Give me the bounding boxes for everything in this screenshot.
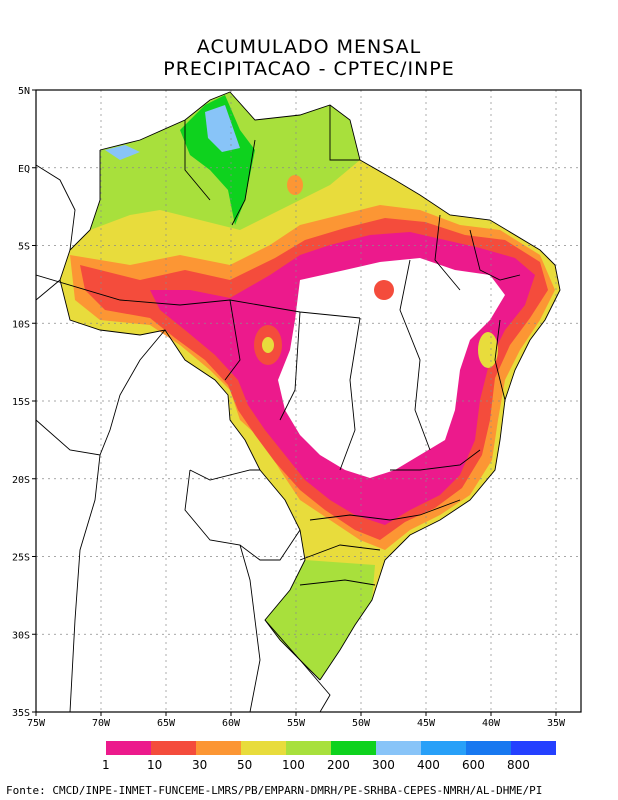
legend-label: 200 xyxy=(327,758,350,772)
precip-cell-hotspot-4 xyxy=(374,280,394,300)
lat-tick-label: 30S xyxy=(12,630,30,641)
lon-tick-label: 35W xyxy=(547,718,566,729)
legend-swatch xyxy=(286,741,331,755)
lon-tick-label: 50W xyxy=(352,718,371,729)
latitude-ticks: 5N EQ 5S 10S 15S 20S 25S 30S 35S xyxy=(12,86,36,719)
legend-label: 100 xyxy=(282,758,305,772)
map-title-line1: ACUMULADO MENSAL xyxy=(196,36,422,58)
legend-swatch xyxy=(151,741,196,755)
lat-tick-label: 25S xyxy=(12,553,30,564)
dry-area xyxy=(278,258,505,478)
legend-swatch xyxy=(376,741,421,755)
legend-swatch xyxy=(466,741,511,755)
legend-label: 600 xyxy=(462,758,485,772)
legend-swatch xyxy=(331,741,376,755)
lon-tick-label: 65W xyxy=(157,718,176,729)
legend-label: 400 xyxy=(417,758,440,772)
legend-swatch xyxy=(511,741,556,755)
lon-tick-label: 75W xyxy=(27,718,46,729)
precip-cell-hotspot-3 xyxy=(478,332,498,368)
lon-tick-label: 55W xyxy=(287,718,306,729)
lon-tick-label: 60W xyxy=(222,718,241,729)
precip-band-300-west xyxy=(105,145,140,160)
legend-swatch xyxy=(421,741,466,755)
precip-band-300 xyxy=(205,105,240,152)
legend-label: 800 xyxy=(507,758,530,772)
legend-label: 10 xyxy=(147,758,163,772)
lat-tick-label: 10S xyxy=(12,319,30,330)
lon-tick-label: 40W xyxy=(482,718,501,729)
legend-label: 300 xyxy=(372,758,395,772)
map-title-line2: PRECIPITACAO - CPTEC/INPE xyxy=(163,58,455,80)
legend-label: 30 xyxy=(192,758,208,772)
legend-label: 1 xyxy=(102,758,110,772)
precip-cell-hotspot-5 xyxy=(287,175,303,195)
lat-tick-label: 15S xyxy=(12,397,30,408)
longitude-ticks: 75W 70W 65W 60W 55W 50W 45W 40W 35W xyxy=(27,712,566,729)
legend-swatch xyxy=(241,741,286,755)
lat-tick-label: 20S xyxy=(12,475,30,486)
lat-tick-label: 5N xyxy=(18,86,30,97)
lon-tick-label: 45W xyxy=(417,718,436,729)
legend-swatch xyxy=(196,741,241,755)
lat-tick-label: 5S xyxy=(18,242,30,253)
lat-tick-label: 35S xyxy=(12,708,30,719)
precip-band-200 xyxy=(180,95,255,225)
lat-tick-label: EQ xyxy=(18,164,30,175)
political-boundaries xyxy=(36,91,561,712)
precip-band-100-south xyxy=(265,560,375,680)
legend-swatch xyxy=(106,741,151,755)
graticule xyxy=(36,90,581,712)
data-source-credit: Fonte: CMCD/INPE-INMET-FUNCEME-LMRS/PB/E… xyxy=(6,784,543,797)
lon-tick-label: 70W xyxy=(92,718,111,729)
legend-color-bar xyxy=(106,741,556,755)
precipitation-field xyxy=(60,92,560,680)
legend-label: 50 xyxy=(237,758,253,772)
precip-cell-hotspot-2 xyxy=(262,337,274,353)
